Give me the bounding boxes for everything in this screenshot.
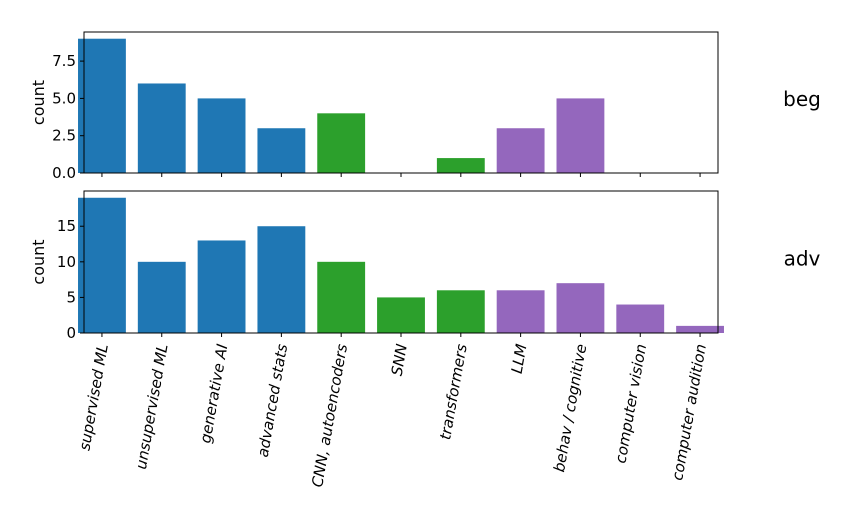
category-label-5: SNN [388, 343, 411, 378]
bar-adv-7 [496, 290, 545, 333]
category-label-6: transformers [436, 342, 471, 441]
category-label-0: supervised ML [75, 343, 111, 452]
category-labels: supervised ML unsupervised ML generative A… [75, 342, 710, 489]
bar-beg-3 [257, 128, 306, 173]
bar-beg-0 [78, 38, 126, 174]
bar-adv-6 [436, 290, 485, 333]
panel-adv: 0 5 10 15 count adv [29, 190, 821, 342]
category-label-3: advanced stats [254, 342, 292, 458]
bar-beg-4 [317, 113, 366, 173]
y-tick-label-beg-0: 0.0 [52, 164, 76, 182]
bar-adv-5 [377, 297, 425, 333]
y-axis-label-adv: count [29, 239, 48, 284]
bar-adv-8 [556, 283, 605, 333]
bar-beg-6 [436, 158, 485, 173]
y-tick-label-beg-2: 5.0 [52, 89, 76, 107]
bar-beg-8 [556, 98, 605, 173]
bar-adv-10 [676, 325, 724, 333]
category-label-8: behav / cognitive [550, 343, 590, 474]
bar-adv-4 [317, 261, 366, 333]
y-tick-label-beg-3: 7.5 [52, 52, 76, 70]
category-label-10: computer audition [668, 343, 710, 482]
y-tick-label-adv-3: 15 [57, 217, 76, 235]
panel-name-adv: adv [784, 247, 821, 271]
bar-adv-3 [257, 226, 306, 333]
bar-beg-1 [137, 83, 186, 173]
panel-name-beg: beg [783, 87, 821, 111]
y-tick-label-beg-1: 2.5 [52, 127, 76, 145]
y-tick-label-adv-2: 10 [57, 253, 76, 271]
bar-beg-7 [496, 128, 545, 173]
category-label-2: generative AI [196, 342, 231, 445]
bar-adv-2 [197, 240, 246, 333]
bar-beg-2 [197, 98, 246, 173]
category-label-9: computer vision [611, 343, 650, 465]
y-axis-label-beg: count [29, 80, 48, 125]
category-label-4: CNN, autoencoders [308, 342, 351, 488]
bar-adv-0 [78, 197, 126, 333]
y-tick-label-adv-1: 5 [66, 288, 76, 306]
category-label-7: LLM [508, 343, 531, 375]
category-label-1: unsupervised ML [132, 343, 172, 471]
y-tick-label-adv-0: 0 [66, 324, 76, 342]
bar-adv-1 [137, 261, 186, 333]
bar-adv-9 [616, 304, 665, 333]
